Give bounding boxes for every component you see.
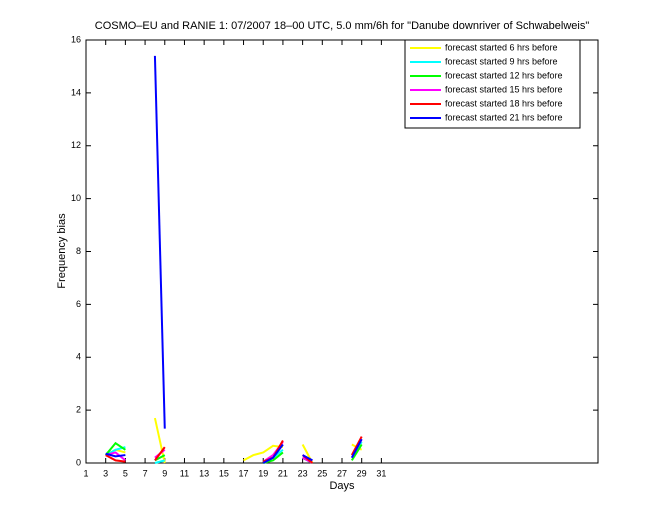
x-tick-label: 25: [317, 468, 327, 478]
series-line: [350, 438, 363, 459]
x-tick-label: 31: [376, 468, 386, 478]
series-line: [262, 443, 284, 464]
chart-title: COSMO–EU and RANIE 1: 07/2007 18–00 UTC,…: [95, 20, 590, 32]
legend-label: forecast started 21 hrs before: [445, 112, 563, 122]
x-tick-label: 15: [219, 468, 229, 478]
x-tick-label: 27: [337, 468, 347, 478]
x-tick-label: 9: [162, 468, 167, 478]
x-tick-label: 1: [83, 468, 88, 478]
series-line: [104, 441, 126, 456]
series-line: [350, 436, 363, 456]
y-tick-label: 6: [76, 299, 81, 309]
series-line: [302, 454, 313, 462]
x-tick-label: 21: [278, 468, 288, 478]
y-tick-label: 16: [71, 34, 81, 44]
x-tick-label: 19: [258, 468, 268, 478]
legend-box: [404, 39, 581, 129]
x-tick-label: 17: [239, 468, 249, 478]
series-line: [350, 443, 363, 461]
series-line: [105, 454, 126, 463]
y-tick-label: 12: [71, 140, 81, 150]
series-line: [153, 55, 166, 429]
y-tick-label: 4: [76, 352, 81, 362]
x-tick-label: 13: [199, 468, 209, 478]
legend-label: forecast started 6 hrs before: [445, 42, 558, 52]
x-tick-label: 5: [123, 468, 128, 478]
y-axis-label: Frequency bias: [56, 213, 68, 289]
x-tick-label: 3: [103, 468, 108, 478]
x-tick-label: 29: [357, 468, 367, 478]
y-tick-label: 0: [76, 457, 81, 467]
x-tick-label: 7: [143, 468, 148, 478]
y-tick-label: 14: [71, 87, 81, 97]
legend-label: forecast started 9 hrs before: [445, 56, 558, 66]
x-tick-label: 11: [180, 468, 189, 478]
legend-label: forecast started 18 hrs before: [445, 98, 563, 108]
series-line: [154, 446, 166, 461]
y-tick-label: 2: [76, 405, 81, 415]
legend-label: forecast started 15 hrs before: [445, 84, 563, 94]
y-tick-label: 8: [76, 246, 81, 256]
x-axis-label: Days: [329, 480, 355, 492]
x-tick-label: 23: [298, 468, 308, 478]
legend-label: forecast started 12 hrs before: [445, 70, 563, 80]
series-line: [243, 444, 284, 462]
series-line: [154, 459, 166, 464]
y-tick-label: 10: [71, 193, 81, 203]
series-line: [105, 452, 126, 458]
